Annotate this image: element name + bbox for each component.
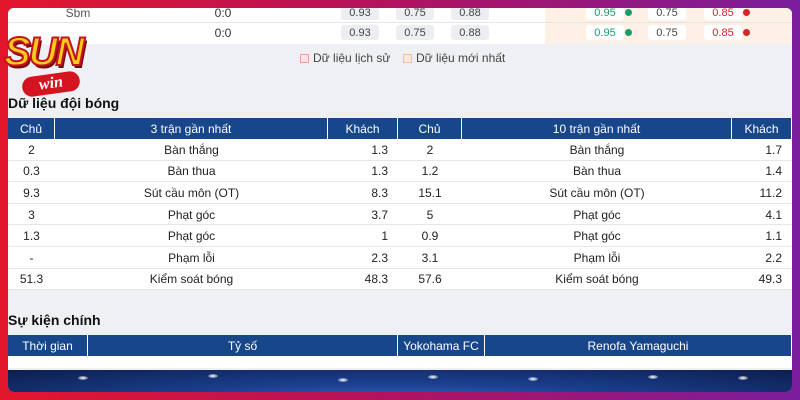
table-cell: 48.3 xyxy=(364,272,388,287)
table-cell: 3.7 xyxy=(371,207,388,222)
table-cell: Sút cầu môn (OT) xyxy=(143,185,240,200)
table-cell: 51.3 xyxy=(19,272,44,287)
table-header: Khách xyxy=(328,118,398,139)
table-header: 10 trận gần nhất xyxy=(462,118,732,139)
table-cell: 5 xyxy=(426,207,434,222)
table-row xyxy=(8,225,792,247)
table-cell: 2 xyxy=(426,142,434,157)
table-row xyxy=(8,139,792,161)
odds-value: 0.88 xyxy=(451,25,489,40)
light xyxy=(738,376,748,380)
table-cell: Sút cầu môn (OT) xyxy=(549,185,645,200)
table-cell: Kiểm soát bóng xyxy=(149,272,234,287)
score: 0:0 xyxy=(214,8,232,20)
content: Sbm 0:0 0.93 0.75 0.88 0.95 0.75 0.85 0:0 0.93 0.7… xyxy=(8,8,792,392)
table-row xyxy=(8,203,792,226)
table-header: Thời gian xyxy=(8,335,88,356)
table-cell: Phạt góc xyxy=(167,229,216,244)
light xyxy=(428,375,438,379)
table-cell: 8.3 xyxy=(371,185,388,200)
light xyxy=(208,374,218,378)
table-cell: 15.1 xyxy=(418,185,442,200)
bookmaker: Sbm xyxy=(65,8,91,20)
table-row xyxy=(8,268,792,291)
score: 0:0 xyxy=(214,26,232,40)
table-cell: Bàn thắng xyxy=(164,142,219,157)
table-cell: Bàn thắng xyxy=(569,142,625,157)
table-cell: 57.6 xyxy=(418,272,442,287)
table-header: Chủ xyxy=(8,118,55,139)
table-cell: 1.3 xyxy=(371,142,388,157)
odds-value: 0.75 xyxy=(648,8,686,20)
odds-value: 0.88 xyxy=(451,8,489,20)
table-cell: 2 xyxy=(28,142,35,157)
row-divider xyxy=(8,22,792,23)
logo-main: SUN xyxy=(3,29,85,75)
table-cell: Phạt góc xyxy=(573,207,621,222)
table-row xyxy=(8,182,792,204)
odds-value: 0.93 xyxy=(341,25,379,40)
table-header: 3 trận gần nhất xyxy=(55,118,328,139)
table-header: Yokohama FC xyxy=(398,335,485,356)
stadium-banner xyxy=(8,370,792,392)
table-cell: 4.1 xyxy=(765,207,782,222)
odds-value: 0.95 xyxy=(586,8,624,20)
table-cell: Phạt góc xyxy=(167,207,216,222)
table-cell: 2.3 xyxy=(371,250,388,265)
odds-value: 0.75 xyxy=(396,25,434,40)
table-row xyxy=(8,247,792,269)
table-cell: 49.3 xyxy=(758,272,782,287)
table-cell: 3.1 xyxy=(421,250,439,265)
table-cell: 1.2 xyxy=(421,164,439,179)
table-header: Tỷ số xyxy=(88,335,398,356)
change-icon xyxy=(625,29,632,36)
odds-value: 0.75 xyxy=(396,8,434,20)
table-cell: 9.3 xyxy=(23,185,40,200)
change-icon xyxy=(743,29,750,36)
table-row xyxy=(8,160,792,183)
table-cell: 2.2 xyxy=(765,250,782,265)
odds-value: 0.95 xyxy=(586,25,624,40)
odds-value: 0.75 xyxy=(648,25,686,40)
table-header: Chủ xyxy=(398,118,462,139)
table-cell: 1.3 xyxy=(23,229,40,244)
table-cell: 1.3 xyxy=(371,164,388,179)
table-cell: Phạt góc xyxy=(573,229,621,244)
table-cell: 1.7 xyxy=(765,142,782,157)
odds-value: 0.85 xyxy=(704,8,742,20)
table-cell: 3 xyxy=(28,207,35,222)
table-cell: 0.3 xyxy=(23,164,40,179)
change-icon xyxy=(743,9,750,16)
legend-swatch xyxy=(300,54,309,63)
odds-value: 0.93 xyxy=(341,8,379,20)
events-body xyxy=(8,356,792,368)
change-icon xyxy=(625,9,632,16)
section-title: Dữ liệu đội bóng xyxy=(8,95,120,111)
table-cell: - xyxy=(29,250,34,265)
table-header: Renofa Yamaguchi xyxy=(485,335,792,356)
table-cell: Phạm lỗi xyxy=(168,250,215,265)
section-title: Sự kiện chính xyxy=(8,312,101,328)
odds-value: 0.85 xyxy=(704,25,742,40)
light xyxy=(528,377,538,381)
legend-label: Dữ liệu lịch sử xyxy=(313,51,391,65)
table-cell: Phạm lỗi xyxy=(573,250,621,265)
light xyxy=(78,376,88,380)
table-cell: 1 xyxy=(381,229,388,244)
light xyxy=(648,375,658,379)
table-cell: 0.9 xyxy=(421,229,439,244)
light xyxy=(338,378,348,382)
logo: SUN win xyxy=(3,28,90,108)
table-cell: Kiểm soát bóng xyxy=(555,272,639,287)
table-cell: 11.2 xyxy=(759,185,782,200)
legend-swatch xyxy=(403,54,412,63)
legend-label: Dữ liệu mới nhất xyxy=(416,51,506,65)
table-cell: Bàn thua xyxy=(572,164,622,179)
table-cell: Bàn thua xyxy=(167,164,216,179)
table-cell: 1.1 xyxy=(765,229,782,244)
table-cell: 1.4 xyxy=(765,164,782,179)
table-header: Khách xyxy=(732,118,792,139)
